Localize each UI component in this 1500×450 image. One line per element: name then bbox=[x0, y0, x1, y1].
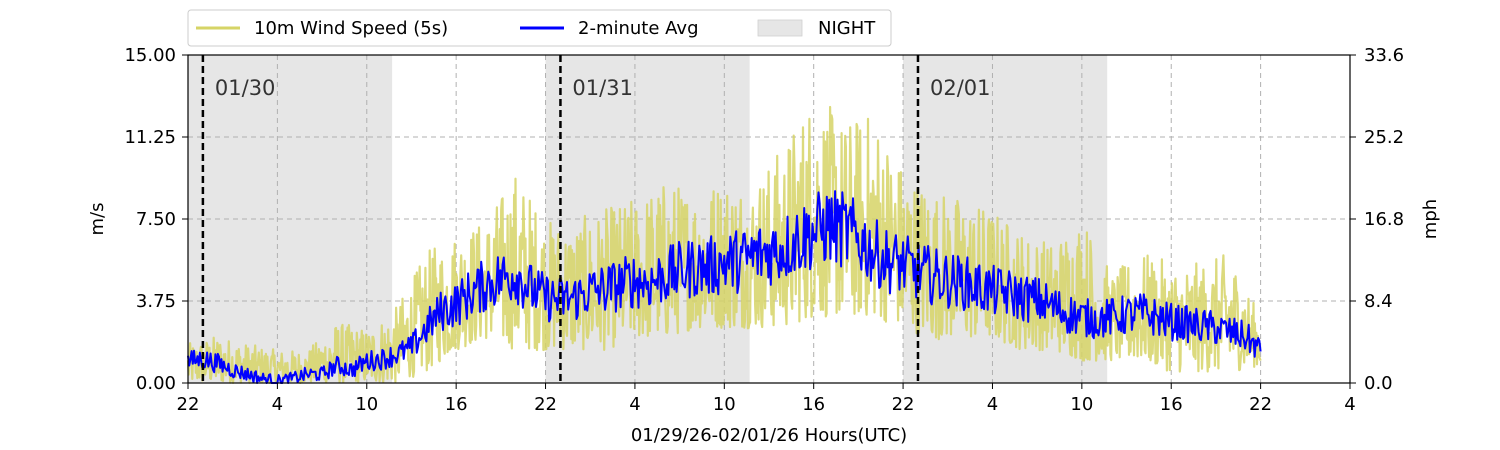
y-tick-label-2: 7.50 bbox=[136, 209, 176, 230]
two-minute-avg-line bbox=[187, 190, 1262, 384]
y-tick-label-0: 0.00 bbox=[136, 373, 176, 394]
x-tick-label-8: 22 bbox=[892, 394, 915, 415]
legend-label-wind-speed: 10m Wind Speed (5s) bbox=[254, 18, 448, 39]
legend: 10m Wind Speed (5s) 2-minute Avg NIGHT bbox=[187, 9, 892, 47]
day-label-2: 02/01 bbox=[930, 76, 991, 100]
wind-speed-5s-line bbox=[186, 105, 1262, 385]
y-tick-label-3: 11.25 bbox=[124, 127, 176, 148]
x-tick-label-4: 22 bbox=[534, 394, 557, 415]
wind-speed-5s-layer bbox=[186, 105, 1262, 385]
x-tick-label-10: 10 bbox=[1070, 394, 1093, 415]
day-label-1: 01/31 bbox=[572, 76, 633, 100]
x-tick-label-12: 22 bbox=[1249, 394, 1272, 415]
x-tick-label-2: 10 bbox=[355, 394, 378, 415]
day-marker-layer: 01/30 01/31 02/01 bbox=[201, 55, 991, 383]
x-tick-label-1: 4 bbox=[272, 394, 283, 415]
y-axis-label: m/s bbox=[87, 203, 108, 236]
x-tick-label-3: 16 bbox=[445, 394, 468, 415]
x-axis-label: 01/29/26-02/01/26 Hours(UTC) bbox=[631, 425, 907, 446]
two-minute-avg-layer bbox=[187, 190, 1262, 384]
y-right-tick-label-4: 33.6 bbox=[1364, 45, 1404, 66]
x-tick-label-11: 16 bbox=[1160, 394, 1183, 415]
x-tick-label-0: 22 bbox=[177, 394, 200, 415]
legend-swatch-night bbox=[757, 19, 803, 37]
y-axis-right-label: mph bbox=[1420, 199, 1441, 239]
y-right-tick-label-2: 16.8 bbox=[1364, 209, 1404, 230]
x-tick-label-13: 4 bbox=[1344, 394, 1355, 415]
x-tick-label-9: 4 bbox=[987, 394, 998, 415]
y-right-tick-label-3: 25.2 bbox=[1364, 127, 1404, 148]
legend-label-night: NIGHT bbox=[818, 18, 876, 39]
x-tick-label-7: 16 bbox=[802, 394, 825, 415]
legend-label-two-minute-avg: 2-minute Avg bbox=[578, 18, 699, 39]
y-right-tick-label-1: 8.4 bbox=[1364, 291, 1393, 312]
y-right-tick-label-0: 0.0 bbox=[1364, 373, 1393, 394]
day-label-0: 01/30 bbox=[215, 76, 276, 100]
y-tick-label-1: 3.75 bbox=[136, 291, 176, 312]
x-tick-label-6: 10 bbox=[713, 394, 736, 415]
tick-layer: 22 4 10 16 22 4 10 16 22 4 10 16 22 4 0.00 3.75 7.50 11.2… bbox=[124, 45, 1404, 415]
y-tick-label-4: 15.00 bbox=[124, 45, 176, 66]
x-tick-label-5: 4 bbox=[629, 394, 640, 415]
